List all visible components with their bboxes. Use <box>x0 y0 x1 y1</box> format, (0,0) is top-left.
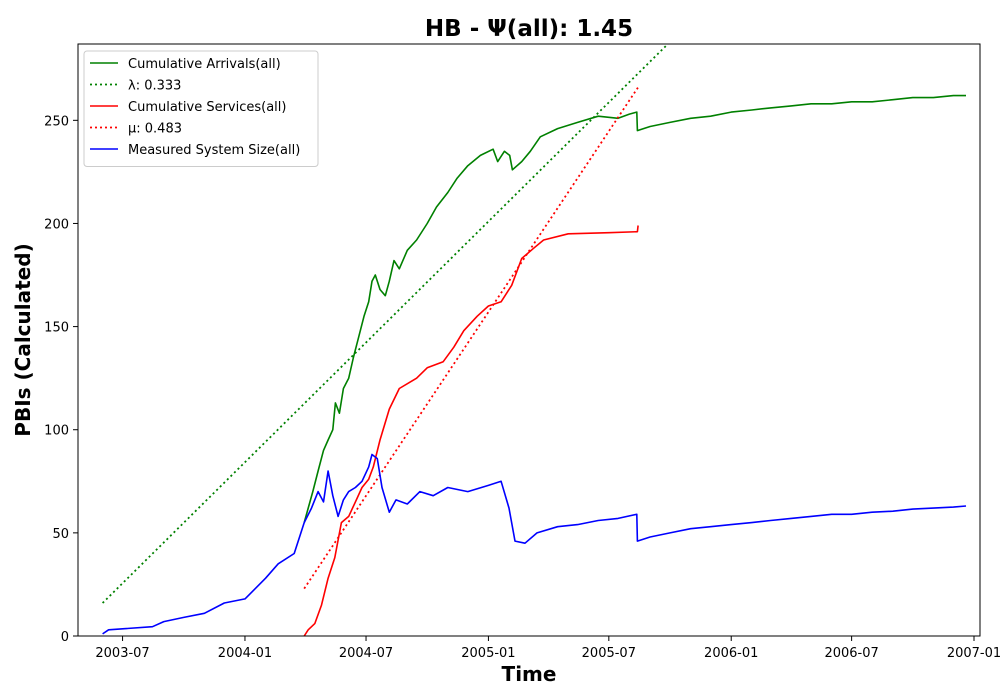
plot-frame <box>77 43 981 637</box>
x-tick-label: 2004-07 <box>339 646 393 661</box>
series-line-3 <box>303 86 639 590</box>
legend-label: λ: 0.333 <box>128 79 181 94</box>
x-tick-label: 2005-01 <box>461 646 515 661</box>
legend-box <box>83 50 319 167</box>
x-tick-label: 2003-07 <box>95 646 149 661</box>
legend: Cumulative Arrivals(all) λ: 0.333 Cumulati… <box>83 50 319 167</box>
series-line-0 <box>303 94 966 523</box>
y-tick-label: 0 <box>61 630 69 645</box>
y-tick-label: 100 <box>44 424 69 439</box>
axis-ticks: 2003-07 2004-01 2004-07 2005-01 2005-07 2006-… <box>44 114 1000 661</box>
legend-label: Cumulative Arrivals(all) <box>128 57 281 72</box>
x-tick-label: 2007-01 <box>947 646 1000 661</box>
x-tick-label: 2004-01 <box>218 646 272 661</box>
legend-label: μ: 0.483 <box>128 122 182 137</box>
y-axis-title: PBIs (Calculated) <box>11 243 35 436</box>
y-tick-label: 250 <box>44 114 69 129</box>
series-line-4 <box>102 453 967 635</box>
x-tick-label: 2005-07 <box>582 646 636 661</box>
series-line-2 <box>303 225 639 636</box>
y-tick-label: 150 <box>44 321 69 336</box>
chart-title: HB - Ψ(all): 1.45 <box>425 16 633 42</box>
y-tick-label: 50 <box>52 527 69 542</box>
legend-label: Measured System Size(all) <box>128 143 300 158</box>
x-axis-title: Time <box>502 662 557 686</box>
y-tick-label: 200 <box>44 217 69 232</box>
x-tick-label: 2006-07 <box>824 646 878 661</box>
legend-label: Cumulative Services(all) <box>128 100 286 115</box>
plot-area <box>101 44 967 636</box>
x-tick-label: 2006-01 <box>704 646 758 661</box>
